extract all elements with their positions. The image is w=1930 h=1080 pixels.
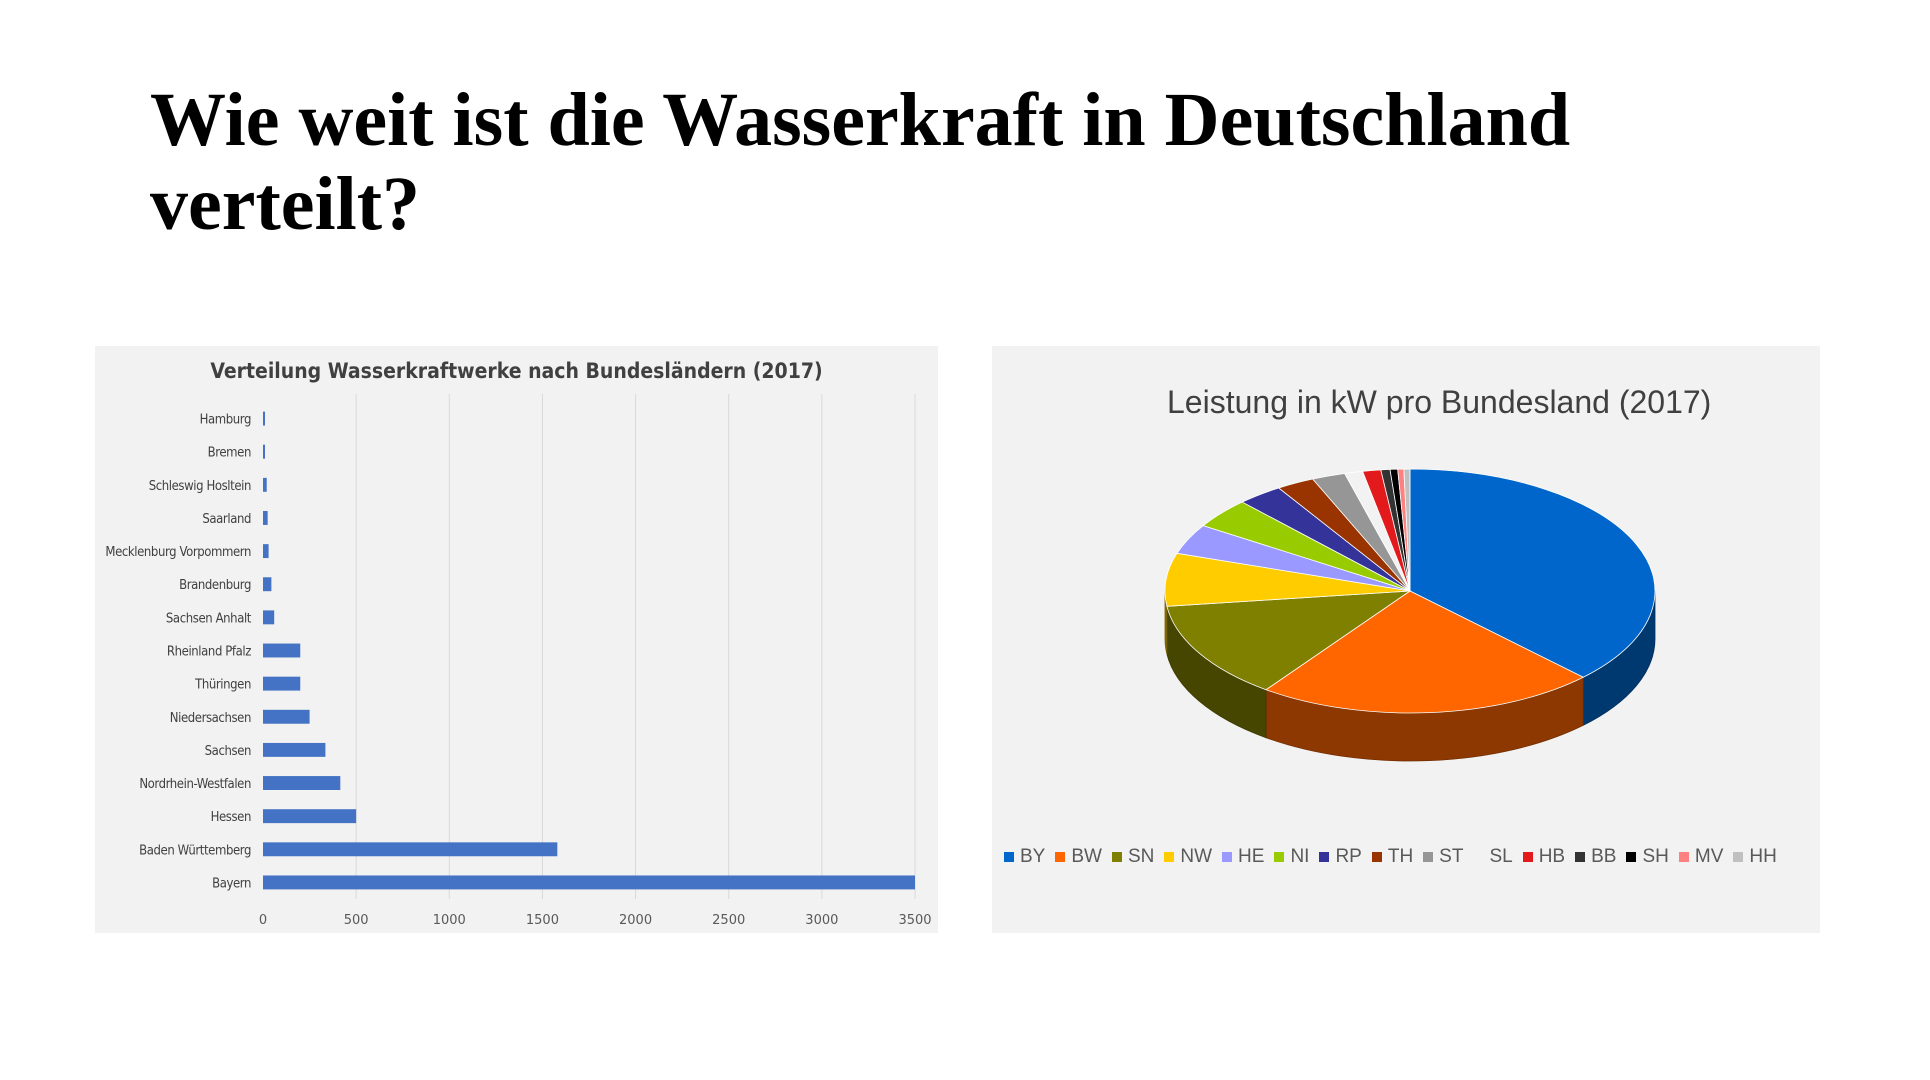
bar-mark — [263, 411, 265, 426]
pie-slice-BY — [1409, 468, 1656, 678]
legend-item-ST: ST — [1423, 846, 1463, 868]
legend-label: BW — [1071, 846, 1102, 867]
bar-x-tick-label: 1000 — [433, 913, 466, 928]
legend-label: SN — [1127, 846, 1155, 867]
legend-swatch — [1473, 852, 1484, 862]
legend-item-RP: RP — [1319, 846, 1362, 868]
slide-title: Wie weit ist die Wasserkraft in Deutschl… — [150, 78, 1571, 246]
legend-label: TH — [1387, 846, 1414, 867]
legend-item-MV: MV — [1678, 846, 1724, 868]
legend-item-HE: HE — [1222, 846, 1264, 868]
bar-mark — [263, 709, 310, 724]
bar-category-label: Schleswig Hosltein — [149, 479, 251, 494]
pie-slice-HH — [1403, 468, 1411, 592]
legend-item-SH: SH — [1626, 846, 1669, 868]
legend-swatch — [1678, 852, 1689, 862]
pie-chart-panel: Leistung in kW pro Bundesland (2017) BY B… — [992, 346, 1820, 933]
legend-label: MV — [1694, 846, 1724, 867]
bar-category-label: Sachsen Anhalt — [166, 611, 252, 626]
bar-category-label: Nordrhein-Westfalen — [139, 777, 251, 792]
bar-mark — [263, 875, 915, 890]
legend-item-BW: BW — [1055, 846, 1102, 868]
bar-x-tick-label: 2500 — [712, 913, 745, 928]
bar-category-label: Sachsen — [205, 744, 251, 759]
legend-swatch — [1004, 852, 1014, 862]
bar-mark — [263, 776, 341, 790]
bar-category-label: Niedersachsen — [170, 711, 251, 726]
bar-category-label: Bremen — [208, 446, 251, 461]
legend-label: RP — [1335, 846, 1362, 867]
legend-label: HB — [1538, 846, 1566, 867]
bar-mark — [263, 676, 301, 691]
legend-label: HE — [1238, 846, 1265, 867]
bar-mark — [263, 577, 272, 592]
bar-category-label: Hamburg — [200, 413, 251, 428]
legend-swatch — [1371, 852, 1382, 862]
bar-x-tick-label: 0 — [259, 913, 267, 928]
bar-x-tick-label: 3000 — [805, 913, 838, 928]
legend-item-BY: BY — [1004, 846, 1045, 868]
legend-label: SH — [1642, 846, 1669, 867]
legend-item-HB: HB — [1522, 846, 1566, 868]
legend-swatch — [1423, 852, 1434, 862]
bar-category-label: Thüringen — [194, 678, 251, 693]
legend-swatch — [1222, 852, 1233, 862]
pie-top — [1164, 468, 1656, 714]
legend-swatch — [1319, 852, 1330, 862]
legend-swatch — [1274, 852, 1285, 862]
legend-item-NW: NW — [1164, 846, 1212, 868]
bar-category-label: Saarland — [202, 512, 251, 527]
bar-mark — [263, 444, 265, 459]
legend-swatch — [1575, 852, 1586, 862]
legend-item-SL: SL — [1473, 846, 1513, 868]
bar-mark — [263, 610, 275, 625]
bar-category-label: Mecklenburg Vorpommern — [105, 545, 251, 560]
pie-legend: BY BW SN NW HE NI RP TH ST SL HB BB SH MV HH — [1004, 846, 1814, 868]
legend-item-SN: SN — [1111, 846, 1155, 868]
legend-swatch — [1164, 852, 1175, 862]
legend-swatch — [1111, 852, 1122, 862]
legend-label: BB — [1591, 846, 1617, 867]
bar-category-label: Brandenburg — [179, 578, 251, 593]
bar-x-tick-label: 3500 — [898, 913, 931, 928]
bar-mark — [263, 544, 269, 559]
pie-slice-NW — [1164, 552, 1411, 607]
legend-swatch — [1055, 852, 1066, 862]
legend-swatch — [1626, 852, 1637, 862]
bar-chart-panel: Verteilung Wasserkraftwerke nach Bundesl… — [95, 346, 938, 933]
bar-mark — [263, 477, 267, 492]
pie-chart-title: Leistung in kW pro Bundesland (2017) — [1167, 384, 1712, 420]
bar-x-tick-label: 500 — [344, 913, 369, 928]
bar-x-tick-label: 1500 — [526, 913, 559, 928]
bar-chart-title: Verteilung Wasserkraftwerke nach Bundesl… — [210, 359, 823, 383]
bar-mark — [263, 842, 558, 857]
legend-item-HH: HH — [1733, 846, 1777, 868]
bar-mark — [263, 511, 268, 525]
legend-label: HH — [1749, 846, 1777, 867]
legend-label: NW — [1180, 846, 1213, 867]
legend-swatch — [1733, 852, 1744, 862]
bar-mark — [263, 643, 301, 658]
bar-category-label: Baden Württemberg — [139, 843, 251, 858]
bar-category-label: Rheinland Pfalz — [167, 645, 251, 660]
bar-category-label: Bayern — [212, 876, 251, 891]
bar-mark — [263, 742, 326, 757]
pie-slice-SN — [1166, 590, 1412, 691]
pie-slice-BW — [1265, 590, 1585, 714]
legend-item-NI: NI — [1274, 846, 1309, 868]
legend-label: NI — [1290, 846, 1310, 867]
bar-x-tick-label: 2000 — [619, 913, 652, 928]
legend-swatch — [1522, 852, 1533, 862]
legend-label: SL — [1489, 846, 1513, 867]
legend-item-TH: TH — [1371, 846, 1414, 868]
bar-chart-svg: 0 500 1000 1500 2000 2500 3000 3500 Hamburg Breme… — [105, 394, 932, 928]
legend-item-BB: BB — [1575, 846, 1616, 868]
legend-label: ST — [1439, 846, 1464, 867]
pie-chart-svg — [1164, 468, 1656, 762]
bar-mark — [263, 809, 357, 824]
bar-category-label: Hessen — [211, 810, 251, 825]
legend-label: BY — [1020, 846, 1046, 867]
